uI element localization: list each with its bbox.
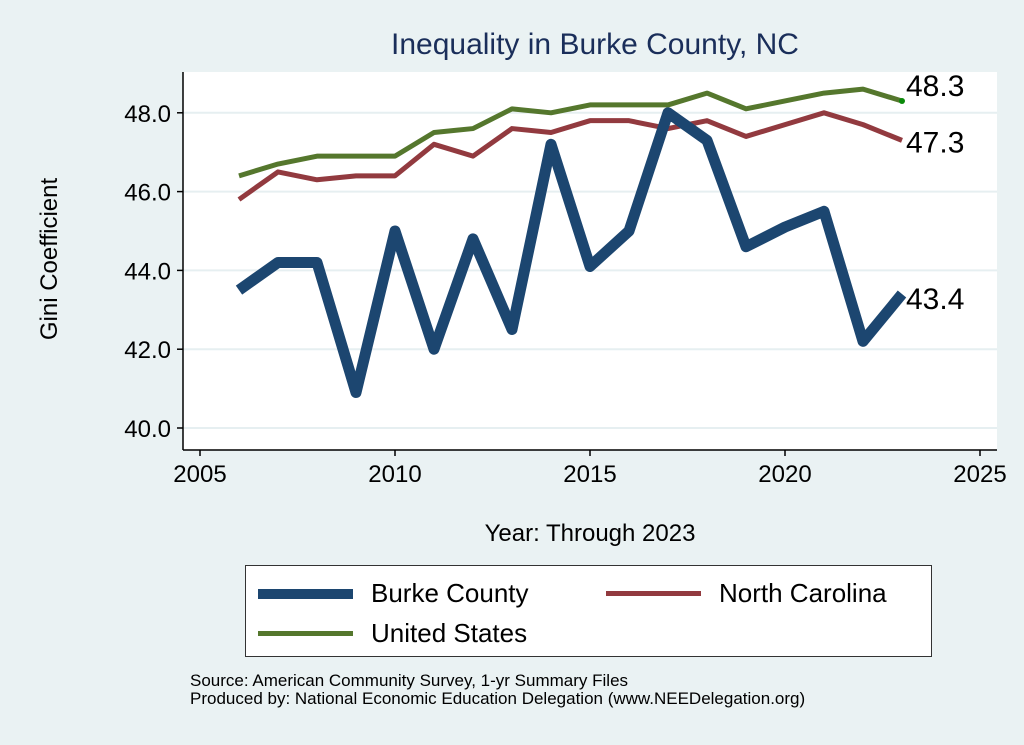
chart-title: Inequality in Burke County, NC: [391, 28, 799, 61]
end-label: 48.3: [906, 70, 964, 103]
legend-item-burke: Burke County: [258, 578, 529, 609]
x-tick-label: 2015: [563, 461, 616, 488]
end-label: 43.4: [906, 283, 964, 316]
legend-label: United States: [371, 618, 528, 648]
y-tick-label: 40.0: [124, 416, 171, 443]
y-tick-label: 42.0: [124, 337, 171, 364]
x-axis-label: Year: Through 2023: [484, 520, 696, 547]
legend-label: Burke County: [371, 578, 529, 608]
source-note: Source: American Community Survey, 1-yr …: [190, 672, 805, 708]
end-label: 47.3: [906, 126, 964, 159]
x-tick-label: 2020: [758, 461, 811, 488]
legend-swatch: [258, 588, 353, 599]
legend-swatch: [258, 631, 353, 636]
y-tick-label: 44.0: [124, 258, 171, 285]
series-line-north-carolina: [237, 110, 903, 202]
y-tick-label: 48.0: [124, 101, 171, 128]
x-tick-label: 2025: [953, 461, 1006, 488]
series-line-burke-county: [235, 107, 907, 399]
series-line-united-states: [238, 86, 903, 179]
legend-swatch: [606, 591, 701, 596]
legend-label: North Carolina: [719, 578, 887, 608]
legend-item-us: United States: [258, 618, 527, 649]
legend-item-nc: North Carolina: [606, 578, 887, 609]
end-marker: [899, 97, 905, 104]
source-line: Source: American Community Survey, 1-yr …: [190, 671, 629, 690]
y-tick-label: 46.0: [124, 180, 171, 207]
x-tick-label: 2010: [368, 461, 421, 488]
x-tick-label: 2005: [173, 461, 226, 488]
producer-line: Produced by: National Economic Education…: [190, 689, 806, 708]
legend: Burke County North Carolina United State…: [245, 565, 932, 657]
